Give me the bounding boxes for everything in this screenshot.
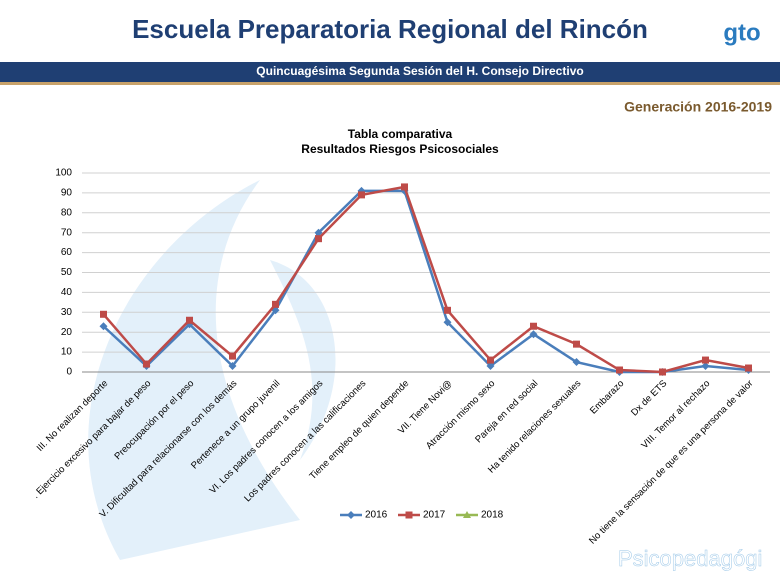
- marker: [659, 369, 666, 376]
- marker: [358, 191, 365, 198]
- generation: Generación 2016-2019: [624, 99, 772, 115]
- legend-label: 2018: [481, 510, 504, 521]
- marker: [702, 357, 709, 364]
- marker: [616, 367, 623, 374]
- legend-marker: [406, 512, 413, 519]
- logo: gto: [723, 19, 760, 46]
- y-tick-label: 40: [61, 287, 73, 298]
- y-tick-label: 60: [61, 247, 73, 258]
- session-rule: [0, 82, 780, 85]
- y-tick-label: 100: [55, 168, 72, 179]
- marker: [401, 183, 408, 190]
- legend-label: 2016: [365, 510, 388, 521]
- marker: [186, 317, 193, 324]
- marker: [530, 323, 537, 330]
- marker: [143, 361, 150, 368]
- marker: [272, 301, 279, 308]
- page: Escuela Preparatoria Regional del Rincón…: [0, 0, 780, 580]
- y-tick-label: 90: [61, 188, 73, 199]
- marker: [745, 365, 752, 372]
- marker: [573, 341, 580, 348]
- y-tick-label: 80: [61, 207, 73, 218]
- y-tick-label: 30: [61, 307, 73, 318]
- chart-title: Tabla comparativa: [348, 127, 453, 141]
- marker: [229, 353, 236, 360]
- y-tick-label: 50: [61, 267, 73, 278]
- y-tick-label: 10: [61, 347, 73, 358]
- marker: [444, 307, 451, 314]
- slide: Escuela Preparatoria Regional del Rincón…: [0, 0, 780, 580]
- slide-title: Escuela Preparatoria Regional del Rincón: [132, 14, 648, 44]
- chart-subtitle: Resultados Riesgos Psicosociales: [301, 142, 499, 156]
- marker: [315, 235, 322, 242]
- legend-label: 2017: [423, 510, 446, 521]
- y-tick-label: 70: [61, 227, 73, 238]
- marker: [100, 311, 107, 318]
- marker: [487, 357, 494, 364]
- session-text: Quincuagésima Segunda Sesión del H. Cons…: [256, 64, 583, 78]
- y-tick-label: 20: [61, 327, 73, 338]
- footer-text: Psicopedagógi: [618, 546, 762, 571]
- y-tick-label: 0: [66, 367, 72, 378]
